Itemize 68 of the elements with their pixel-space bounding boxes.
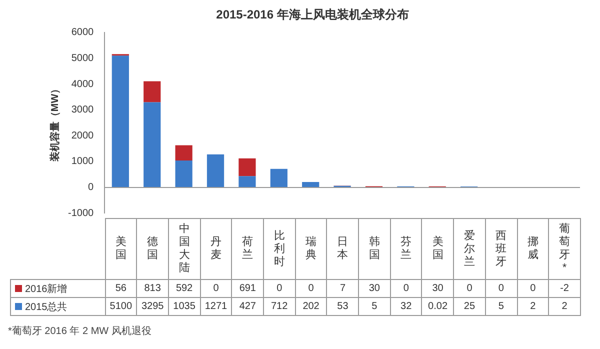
bar <box>238 158 256 176</box>
y-tick-label: 1000 <box>71 156 94 168</box>
y-tick-label: -1000 <box>68 208 94 219</box>
data-label: -2 <box>548 280 580 298</box>
x-tick-label: 中国大陆 <box>168 218 200 280</box>
bar <box>175 160 192 188</box>
data-label: 25 <box>454 298 486 316</box>
x-tick-label: 挪威 <box>517 218 549 280</box>
x-tick-label: 爱尔兰 <box>454 218 486 280</box>
data-label: 5 <box>485 298 517 316</box>
x-tick-label: 西班牙 <box>485 218 517 280</box>
data-label: 7 <box>326 280 359 298</box>
data-label: 1271 <box>200 298 232 316</box>
x-tick-label: 葡萄牙* <box>548 218 580 280</box>
y-axis-title: 装机容量（MW） <box>48 84 61 163</box>
data-label: 0.02 <box>422 298 454 316</box>
data-label: 202 <box>295 298 327 316</box>
data-label: 56 <box>105 280 137 298</box>
bar <box>270 168 288 188</box>
y-tick-label: 0 <box>88 182 94 193</box>
chart-title: 2015-2016 年海上风电装机全球分布 <box>216 8 409 22</box>
data-label: 0 <box>264 280 296 298</box>
data-label: 0 <box>517 280 549 298</box>
x-tick-label: 芬兰 <box>390 218 422 280</box>
x-tick-label: 荷兰 <box>232 218 264 280</box>
y-tick-label: 2000 <box>71 130 94 142</box>
y-tick-label: 3000 <box>71 104 94 116</box>
data-label: 2 <box>548 298 580 316</box>
x-tick-label: 美国 <box>105 218 137 280</box>
data-label: 592 <box>168 280 200 298</box>
data-label: 32 <box>390 298 422 316</box>
y-tick-label: 4000 <box>71 78 94 90</box>
x-tick-label: 美国 <box>422 218 454 280</box>
text: *葡萄牙 2016 年 2 MW 风机退役 <box>8 324 152 338</box>
bar <box>144 81 161 102</box>
bar <box>144 102 161 188</box>
bar <box>302 182 320 188</box>
data-label: 0 <box>295 280 327 298</box>
data-label: 0 <box>485 280 517 298</box>
y-tick-label: 5000 <box>71 52 94 64</box>
bar <box>206 154 224 188</box>
x-tick-label: 比利时 <box>264 218 296 280</box>
data-label: 813 <box>136 280 168 298</box>
data-label: 712 <box>264 298 296 316</box>
bar <box>175 145 192 160</box>
x-tick-label: 丹麦 <box>200 218 232 280</box>
data-label: 30 <box>358 280 390 298</box>
legend-label: 2016新增 <box>10 280 106 298</box>
data-label: 427 <box>232 298 264 316</box>
x-tick-label: 瑞典 <box>295 218 327 280</box>
x-tick-label: 德国 <box>136 218 168 280</box>
data-label: 5100 <box>105 298 137 316</box>
data-label: 0 <box>454 280 486 298</box>
data-label: 691 <box>232 280 264 298</box>
data-label: 30 <box>422 280 454 298</box>
bar <box>112 56 129 188</box>
bar <box>238 176 256 188</box>
legend-label: 2015总共 <box>10 298 106 316</box>
y-tick-label: 6000 <box>71 27 94 38</box>
x-tick-label: 日本 <box>326 218 359 280</box>
data-label: 5 <box>358 298 390 316</box>
data-label: 53 <box>326 298 359 316</box>
data-label: 0 <box>200 280 232 298</box>
data-label: 0 <box>390 280 422 298</box>
data-label: 2 <box>517 298 549 316</box>
data-label: 1035 <box>168 298 200 316</box>
x-tick-label: 韩国 <box>358 218 390 280</box>
data-label: 3295 <box>136 298 168 316</box>
